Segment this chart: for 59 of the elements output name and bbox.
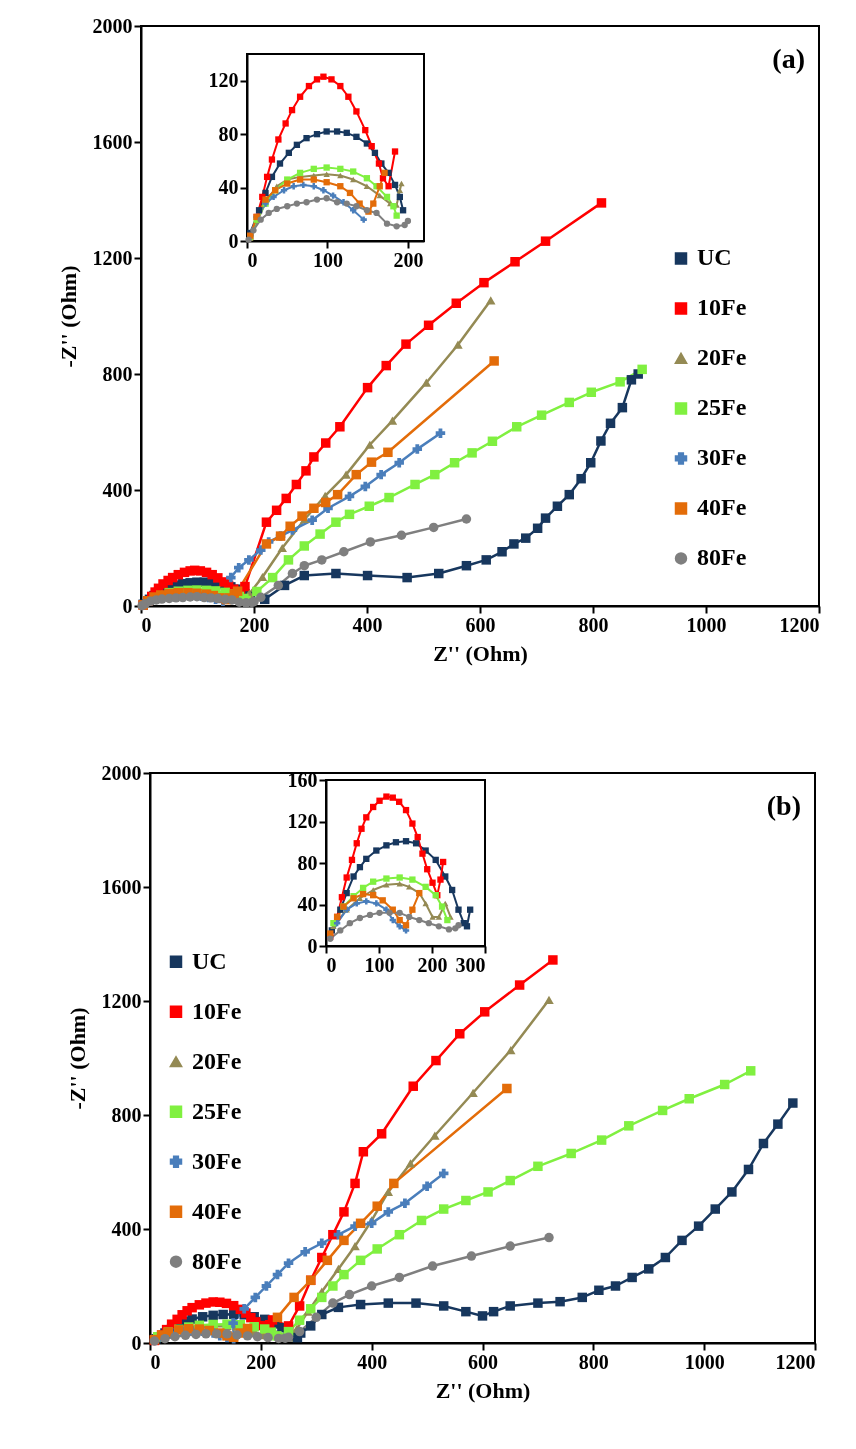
legend-label: 10Fe [697, 294, 747, 321]
x-tick-label: 0 [150, 1350, 161, 1373]
legend-label: 25Fe [697, 394, 747, 421]
legend-label: UC [192, 947, 227, 974]
legend-label: 40Fe [192, 1197, 242, 1224]
x-tick-label: 200 [393, 248, 424, 271]
y-tick-label: 0 [122, 594, 133, 617]
legend-label: 20Fe [697, 344, 747, 371]
y-tick-label: 80 [218, 122, 239, 145]
legend-label: 10Fe [192, 997, 242, 1024]
legend-label: 40Fe [697, 494, 747, 521]
x-tick-label: 100 [364, 953, 395, 976]
y-tick-label: 2000 [101, 761, 142, 784]
x-tick-label: 400 [357, 1350, 388, 1373]
x-tick-label: 100 [312, 248, 343, 271]
legend-label: 20Fe [192, 1047, 242, 1074]
legend-label: 30Fe [192, 1147, 242, 1174]
legend-label: UC [697, 244, 732, 271]
x-tick-label: 600 [468, 1350, 498, 1373]
y-tick-label: 0 [131, 1331, 142, 1354]
y-tick-label: 80 [297, 851, 318, 874]
x-tick-label: 200 [417, 953, 448, 976]
legend-label: 80Fe [697, 544, 747, 571]
x-tick-label: 1200 [779, 613, 820, 636]
y-tick-label: 40 [297, 893, 318, 915]
y-tick-label: 0 [228, 229, 239, 252]
x-axis-title: Z'' (Ohm) [435, 1377, 531, 1403]
x-tick-label: 400 [352, 613, 383, 636]
y-tick-label: 1200 [101, 989, 142, 1012]
y-tick-label: 0 [307, 934, 318, 957]
y-tick-label: 800 [111, 1103, 142, 1126]
y-tick-label: 800 [102, 362, 133, 385]
y-axis-title: -Z'' (Ohm) [55, 265, 81, 368]
annotation: (b) [766, 790, 801, 821]
y-tick-label: 400 [102, 478, 133, 501]
y-tick-label: 120 [208, 69, 239, 92]
x-tick-label: 1000 [684, 1350, 725, 1373]
x-tick-label: 300 [455, 953, 486, 976]
y-tick-label: 400 [111, 1217, 142, 1240]
x-tick-label: 200 [246, 1350, 277, 1373]
y-tick-label: 120 [287, 810, 318, 832]
y-tick-label: 1600 [92, 130, 133, 153]
y-tick-label: 1600 [101, 875, 142, 898]
x-tick-label: 1200 [775, 1350, 816, 1373]
annotation: (a) [772, 43, 805, 74]
y-axis-title: -Z'' (Ohm) [64, 1007, 90, 1110]
y-tick-label: 2000 [92, 14, 133, 37]
x-axis-title: Z'' (Ohm) [433, 640, 528, 666]
x-tick-label: 600 [465, 613, 496, 636]
legend-label: 30Fe [697, 444, 747, 471]
x-tick-label: 1000 [686, 613, 727, 636]
x-tick-label: 800 [578, 613, 609, 636]
x-tick-label: 0 [247, 248, 258, 271]
legend-label: 25Fe [192, 1097, 242, 1124]
x-tick-label: 0 [326, 953, 337, 976]
x-tick-label: 800 [578, 1350, 609, 1373]
legend-label: 80Fe [192, 1247, 242, 1274]
y-tick-label: 40 [218, 176, 239, 199]
x-tick-label: 200 [239, 613, 270, 636]
